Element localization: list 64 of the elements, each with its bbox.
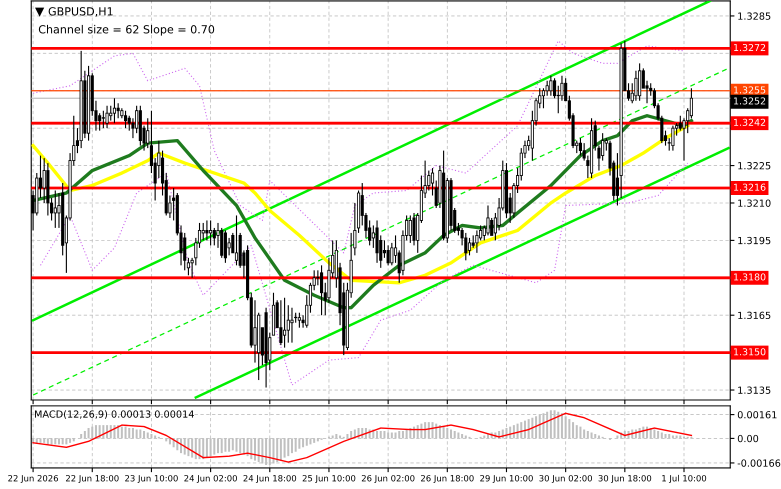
y-tick-label: 1.3225	[738, 162, 770, 170]
x-tick-label: 22 Jun 2026	[8, 475, 58, 484]
candlestick	[279, 300, 282, 346]
candlestick	[116, 102, 120, 119]
y-tick-label: 0.00	[738, 434, 758, 442]
line-series	[32, 40, 685, 254]
y-tick-label: -0.00166	[738, 459, 780, 467]
candlestick	[549, 75, 552, 96]
candlestick	[202, 222, 205, 241]
candlestick	[475, 230, 478, 254]
candlestick	[253, 300, 257, 364]
y-tick-label: 1.3195	[738, 236, 770, 244]
chart-title: GBPUSD,H1	[48, 7, 113, 17]
candlestick	[124, 110, 128, 129]
y-tick-label: 1.3210	[738, 199, 771, 207]
candlestick	[468, 237, 472, 256]
bar	[350, 431, 352, 438]
x-tick-label: 26 Jun 18:00	[421, 475, 474, 484]
candlestick	[190, 257, 194, 278]
y-tick-label: 0.00161	[738, 411, 776, 418]
line-series	[40, 162, 688, 386]
candlestick	[412, 212, 416, 246]
candlestick	[112, 98, 116, 124]
ref-line-label: 1.3272	[734, 44, 766, 52]
ref-line-label: 1.3252	[734, 97, 766, 104]
candlestick	[234, 214, 238, 266]
text: Channel size = 62 Slope = 0.70	[38, 24, 214, 36]
candlestick	[464, 232, 468, 261]
ref-line-label: 1.3242	[734, 118, 766, 126]
candlestick	[427, 170, 430, 192]
ref-line-label: 1.3180	[734, 273, 766, 281]
x-tick-label: 22 Jun 18:00	[66, 475, 119, 484]
y-tick-label: 1.3285	[738, 12, 770, 20]
candlestick	[290, 307, 294, 344]
candlestick	[386, 244, 390, 266]
candlestick	[408, 214, 412, 244]
x-tick-label: 29 Jun 10:00	[480, 475, 533, 484]
candlestick	[678, 115, 682, 132]
candlestick	[671, 125, 674, 152]
candlestick	[42, 158, 46, 204]
candlestick	[634, 70, 638, 102]
candlestick	[298, 312, 301, 328]
candlestick	[98, 112, 102, 132]
x-tick-label: 1 Jul 10:00	[662, 474, 706, 484]
candlestick	[320, 264, 324, 316]
ref-line-label: 1.3255	[734, 86, 766, 94]
x-tick-label: 23 Jun 10:00	[125, 475, 178, 484]
candlestick	[283, 297, 286, 348]
x-tick-label: 24 Jun 02:00	[184, 475, 237, 484]
candlestick	[105, 105, 109, 129]
chart-title: MACD(12,26,9) 0.00013 0.00014	[34, 410, 194, 419]
x-tick-label: 30 Jun 18:00	[598, 475, 652, 484]
candlestick	[578, 138, 582, 156]
candlestick	[209, 220, 212, 246]
ref-line-label: 1.3150	[734, 348, 766, 356]
y-tick-label: 1.3165	[738, 312, 770, 320]
x-tick-label: 30 Jun 02:00	[539, 475, 592, 484]
ref-line-label: 1.3216	[734, 184, 766, 191]
candlestick	[54, 190, 57, 228]
candlestick	[205, 220, 208, 241]
x-tick-label: 26 Jun 02:00	[362, 475, 414, 484]
x-tick-label: 25 Jun 10:00	[302, 475, 356, 484]
x-tick-label: 24 Jun 18:00	[243, 475, 296, 484]
y-tick-label: 1.3135	[738, 386, 770, 394]
